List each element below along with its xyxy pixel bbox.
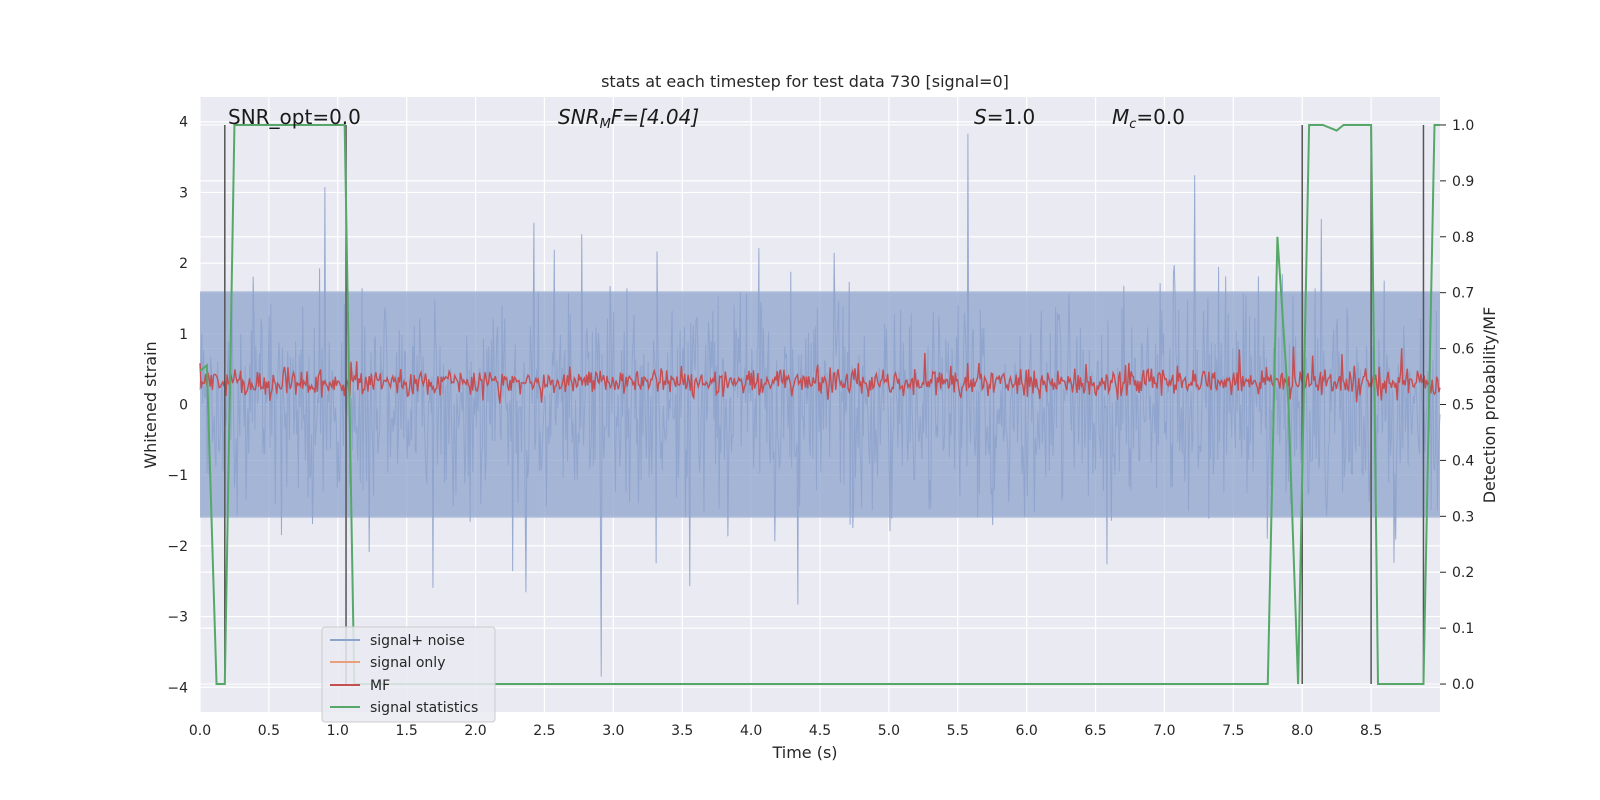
x-tick-label: 2.5 xyxy=(533,723,555,739)
x-tick-label: 3.5 xyxy=(671,723,693,739)
y-tick-label: −1 xyxy=(167,468,188,484)
y2-axis-label: Detection probability/MF xyxy=(1480,307,1499,504)
annotation-mc-sub: c xyxy=(1129,117,1136,132)
y-tick-label: 3 xyxy=(179,185,188,201)
x-tick-label: 6.5 xyxy=(1084,723,1106,739)
x-tick-label: 8.5 xyxy=(1360,723,1382,739)
annotation-mc-main: M xyxy=(1112,105,1129,129)
y2-tick-label: 0.9 xyxy=(1452,174,1474,190)
y-axis-ticks: −4 −3 −2 −1 0 1 2 3 4 xyxy=(167,115,188,697)
x-tick-label: 8.0 xyxy=(1291,723,1313,739)
series-mf xyxy=(199,346,1441,404)
x-tick-label: 1.5 xyxy=(396,723,418,739)
x-tick-label: 5.5 xyxy=(947,723,969,739)
x-axis-label: Time (s) xyxy=(771,743,837,762)
y2-tick-label: 0.6 xyxy=(1452,342,1474,358)
y2-tick-label: 0.4 xyxy=(1452,453,1474,469)
series-line-signal-statistics xyxy=(199,123,1440,686)
y-tick-label: −4 xyxy=(167,680,188,696)
annotation-s: S=1.0 xyxy=(974,105,1035,129)
x-tick-label: 0.0 xyxy=(189,723,211,739)
x-tick-label: 5.0 xyxy=(878,723,900,739)
chart-title: stats at each timestep for test data 730… xyxy=(601,72,1009,91)
x-tick-label: 6.0 xyxy=(1016,723,1038,739)
x-tick-label: 4.5 xyxy=(809,723,831,739)
series-line-signal-noise xyxy=(199,133,1441,677)
x-tick-label: 0.5 xyxy=(258,723,280,739)
series-signal-statistics xyxy=(199,123,1440,686)
annotation-snr-opt: SNR_opt=0.0 xyxy=(228,105,361,129)
y-tick-label: 0 xyxy=(179,398,188,414)
y2-axis-ticks: 0.0 0.1 0.2 0.3 0.4 0.5 0.6 0.7 0.8 0.9 1.0 xyxy=(1440,118,1474,693)
annotation-s-rest: =1.0 xyxy=(987,105,1036,129)
y-tick-label: −3 xyxy=(167,610,188,626)
x-axis-ticks: 0.0 0.5 1.0 1.5 2.0 2.5 3.0 3.5 4.0 4.5 5.0 5.5 6.0 6… xyxy=(189,723,1382,739)
y2-tick-label: 0.5 xyxy=(1452,398,1474,414)
x-tick-label: 1.0 xyxy=(327,723,349,739)
y2-tick-label: 1.0 xyxy=(1452,118,1474,134)
annotation-snr-mf-main: SNR xyxy=(558,105,600,129)
x-tick-label: 7.5 xyxy=(1222,723,1244,739)
y-axis-label: Whitened strain xyxy=(141,341,160,468)
annotation-snr-mf: SNRMF=[4.04] xyxy=(558,105,699,132)
series-signal-noise xyxy=(199,133,1441,677)
legend-label-mf: MF xyxy=(370,678,390,694)
legend: signal+ noise signal only MF signal stat… xyxy=(321,626,496,723)
legend-box xyxy=(321,626,496,723)
annotation-mc-rest: =0.0 xyxy=(1136,105,1185,129)
annotation-s-main: S xyxy=(974,105,987,129)
y2-tick-label: 0.2 xyxy=(1452,565,1474,581)
y2-tick-label: 0.7 xyxy=(1452,286,1474,302)
annotation-mc: Mc=0.0 xyxy=(1112,105,1185,132)
annotation-snr-mf-sub: M xyxy=(600,117,611,132)
legend-label-signal-noise: signal+ noise xyxy=(370,633,465,649)
y-tick-label: 4 xyxy=(179,115,188,131)
y-tick-label: −2 xyxy=(167,539,188,555)
y2-tick-label: 0.8 xyxy=(1452,230,1474,246)
series-line-mf xyxy=(199,346,1441,404)
x-tick-label: 3.0 xyxy=(602,723,624,739)
legend-label-signal-statistics: signal statistics xyxy=(370,700,478,716)
x-tick-label: 7.0 xyxy=(1153,723,1175,739)
legend-label-signal-only: signal only xyxy=(370,655,445,671)
y2-tick-label: 0.3 xyxy=(1452,509,1474,525)
x-tick-label: 4.0 xyxy=(740,723,762,739)
x-tick-label: 2.0 xyxy=(464,723,486,739)
y-tick-label: 2 xyxy=(179,256,188,272)
vertical-markers xyxy=(224,124,1425,685)
annotation-snr-mf-rest: F=[4.04] xyxy=(611,105,699,129)
y2-tick-label: 0.0 xyxy=(1452,677,1474,693)
y-tick-label: 1 xyxy=(179,327,188,343)
y2-tick-label: 0.1 xyxy=(1452,621,1474,637)
